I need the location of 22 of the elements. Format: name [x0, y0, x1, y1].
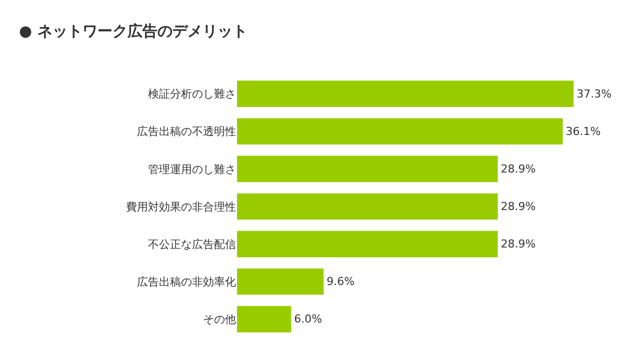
data-label: 28.9% [500, 238, 536, 251]
bar [237, 156, 498, 182]
y-tick-label: 広告出稿の不透明性 [137, 125, 236, 138]
y-tick-label: その他 [203, 313, 236, 326]
bar [237, 193, 498, 220]
y-tick-label: 管理運用のし難さ [148, 162, 236, 176]
bar [237, 268, 324, 295]
y-tick-label: 検証分析のし難さ [148, 88, 236, 101]
data-label: 6.0% [294, 312, 322, 326]
data-label: 28.9% [500, 162, 536, 176]
bar [237, 306, 292, 332]
y-tick-label: 広告出稿の非効率化 [137, 275, 236, 288]
data-label: 9.6% [326, 275, 355, 288]
y-tick-label: 不公正な広告配信 [148, 238, 236, 251]
y-tick-label: 費用対効果の非合理性 [126, 200, 236, 214]
bar [237, 230, 498, 258]
chart-title: ● ネットワーク広告のデメリット [19, 22, 248, 40]
bar [237, 118, 563, 145]
data-label: 28.9% [500, 200, 536, 213]
data-label: 36.1% [566, 124, 601, 138]
bar [237, 80, 574, 107]
data-label: 37.3% [576, 87, 612, 100]
